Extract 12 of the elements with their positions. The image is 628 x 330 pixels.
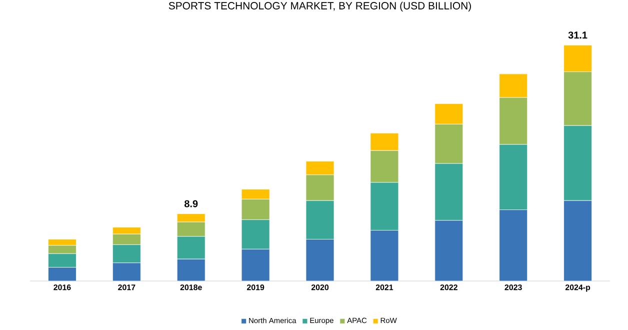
bar — [370, 230, 399, 281]
bar — [176, 258, 206, 281]
annotation: 31.1 — [568, 32, 588, 39]
bar — [241, 248, 270, 281]
bar — [499, 210, 528, 281]
bar — [564, 200, 592, 281]
bar — [434, 220, 464, 281]
bar — [306, 239, 334, 281]
bar — [48, 267, 76, 281]
chart-title: SPORTS TECHNOLOGY MARKET, BY REGION (USD BILLION) — [168, 2, 471, 12]
annotation: 8.9 — [184, 200, 198, 208]
bar — [112, 262, 141, 281]
